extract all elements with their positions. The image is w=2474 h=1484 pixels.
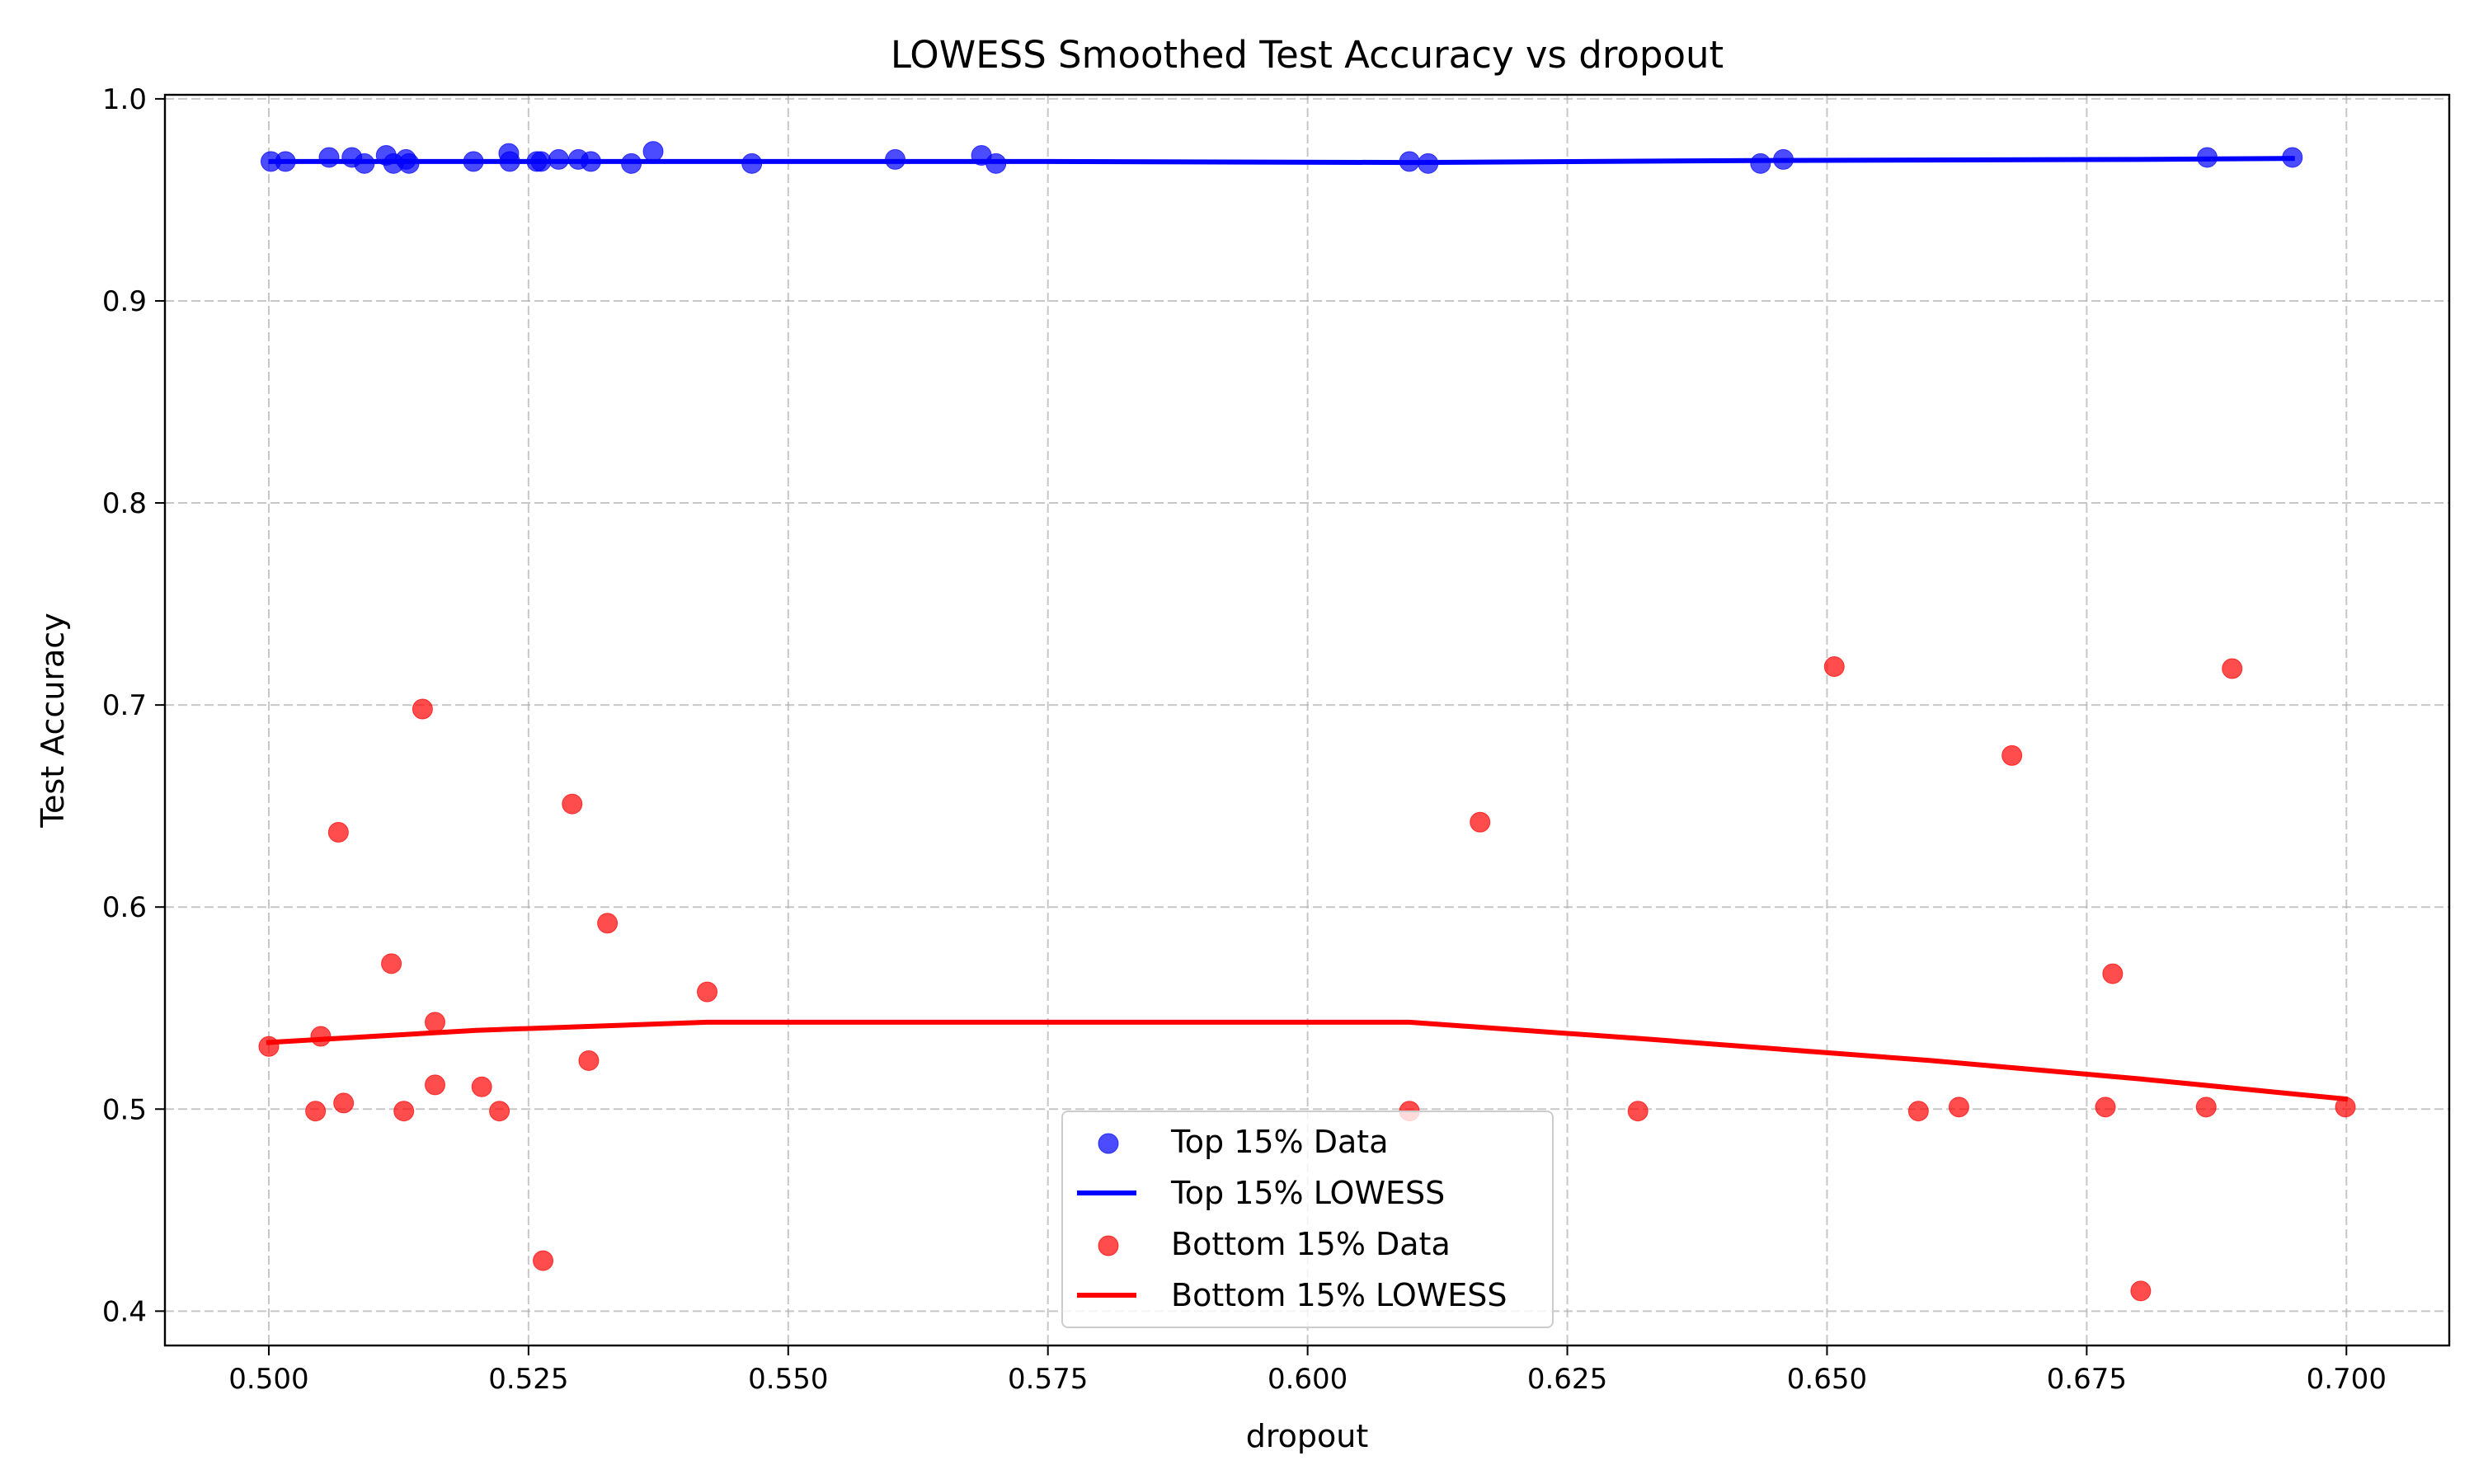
bottom-15-lowess-line — [266, 1019, 2349, 1102]
bottom-15-data-point — [597, 913, 618, 934]
legend-top-15-lowess-label: Top 15% LOWESS — [1170, 1175, 1445, 1211]
chart-title: LOWESS Smoothed Test Accuracy vs dropout — [891, 33, 1724, 77]
x-axis-label: dropout — [1246, 1418, 1369, 1454]
legend-bottom-15-lowess-label: Bottom 15% LOWESS — [1171, 1277, 1507, 1313]
bottom-15-data-point — [258, 1036, 280, 1057]
bottom-15-data-point — [310, 1026, 332, 1047]
y-tick-label: 1.0 — [102, 83, 147, 116]
bottom-15-data-point — [697, 981, 718, 1003]
grid — [165, 95, 2449, 1345]
bottom-15-data-point — [471, 1076, 492, 1097]
y-tick-label: 0.9 — [102, 285, 147, 318]
legend-top-15-data-swatch — [1098, 1133, 1119, 1154]
x-tick-label: 0.500 — [228, 1363, 308, 1396]
x-tick-label: 0.700 — [2307, 1363, 2387, 1396]
top-15-data-point — [1750, 153, 1771, 174]
x-tick-label: 0.625 — [1527, 1363, 1607, 1396]
bottom-15-data-point — [2001, 744, 2023, 766]
legend-bottom-15-data-label: Bottom 15% Data — [1171, 1226, 1451, 1262]
bottom-15-data-point — [412, 698, 433, 720]
legend-bottom-15-data-swatch — [1098, 1235, 1119, 1256]
bottom-15-data-point — [1627, 1101, 1649, 1122]
bottom-15-data-point — [425, 1012, 446, 1033]
legend: Top 15% Data Top 15% LOWESS Bottom 15% Dat… — [1061, 1111, 1554, 1328]
bottom-15-data-point — [305, 1101, 327, 1122]
y-tick-label: 0.8 — [102, 487, 147, 520]
bottom-15-data-point — [1907, 1101, 1929, 1122]
bottom-15-data-point — [1948, 1097, 1969, 1118]
bottom-15-data-point — [578, 1050, 600, 1071]
series-layer — [258, 141, 2356, 1302]
bottom-15-data-point — [2222, 658, 2243, 679]
bottom-15-data-point — [381, 953, 402, 974]
top-15-data-point — [318, 147, 340, 168]
bottom-15-data-point — [393, 1101, 415, 1122]
x-tick-label: 0.650 — [1787, 1363, 1867, 1396]
bottom-15-data-point — [2102, 963, 2124, 984]
x-tick-label: 0.550 — [748, 1363, 828, 1396]
x-tick-label: 0.525 — [488, 1363, 568, 1396]
axes: 0.500 0.525 0.550 0.575 0.600 0.625 0.650 0.675… — [102, 83, 2387, 1396]
bottom-15-data-point — [2130, 1280, 2152, 1302]
x-tick-label: 0.575 — [1008, 1363, 1088, 1396]
y-tick-label: 0.6 — [102, 891, 147, 924]
bottom-15-data-point — [327, 822, 349, 843]
y-tick-label: 0.5 — [102, 1093, 147, 1126]
bottom-15-data-point — [562, 793, 583, 815]
legend-box — [1061, 1111, 1554, 1328]
legend-top-15-data-label: Top 15% Data — [1170, 1124, 1388, 1160]
bottom-15-data-point — [425, 1074, 446, 1096]
x-tick-label: 0.675 — [2047, 1363, 2127, 1396]
bottom-15-data-point — [533, 1250, 554, 1271]
y-axis-label: Test Accuracy — [35, 613, 71, 828]
y-tick-label: 0.4 — [102, 1295, 147, 1328]
top-15-lowess-line — [268, 156, 2295, 166]
bottom-15-data-point — [2195, 1097, 2217, 1118]
bottom-15-data-point — [1823, 656, 1845, 678]
x-tick-label: 0.600 — [1268, 1363, 1348, 1396]
bottom-15-data-point — [2095, 1097, 2116, 1118]
bottom-15-data-point — [1470, 811, 1491, 833]
bottom-15-data-point — [333, 1092, 355, 1114]
y-tick-label: 0.7 — [102, 689, 147, 722]
top-15-data-point — [642, 141, 664, 162]
bottom-15-data-point — [489, 1101, 510, 1122]
